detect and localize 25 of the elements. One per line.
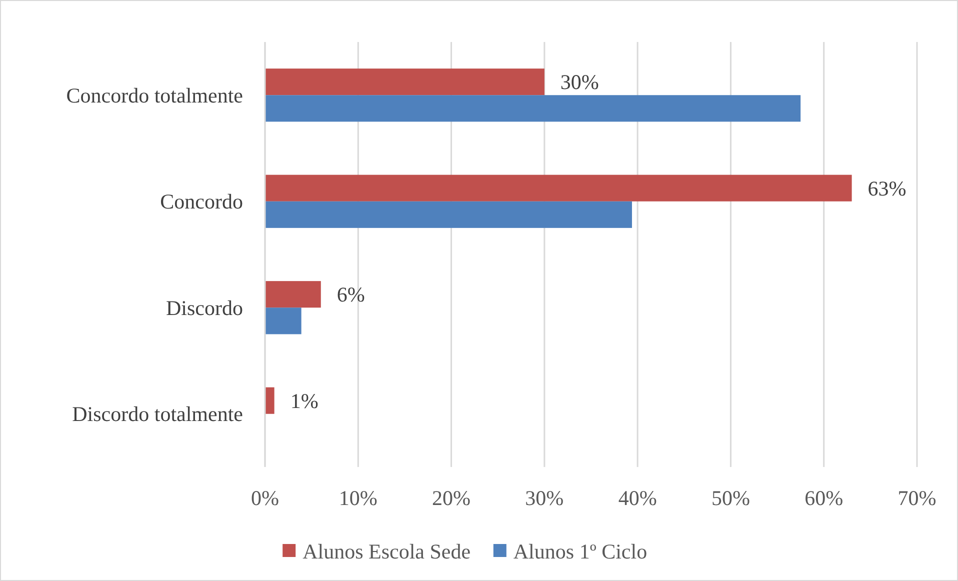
bar: [265, 201, 632, 228]
data-label: 1%: [290, 388, 318, 413]
y-tick-label: Concordo: [160, 190, 243, 214]
bar: [265, 95, 801, 122]
x-tick-label: 30%: [525, 486, 564, 510]
bar: [265, 387, 274, 414]
x-tick-label: 20%: [432, 486, 471, 510]
y-tick-label: Concordo totalmente: [66, 83, 243, 108]
data-label: 30%: [560, 70, 599, 94]
legend-label: Alunos 1º Ciclo: [513, 539, 648, 564]
legend-label: Alunos Escola Sede: [302, 539, 471, 564]
x-tick-label: 10%: [338, 486, 378, 510]
bar: [265, 281, 321, 308]
x-tick-label: 0%: [251, 486, 279, 510]
x-tick-label: 40%: [618, 486, 657, 510]
x-tick-label: 60%: [804, 486, 844, 510]
bar: [265, 308, 302, 334]
x-tick-label: 50%: [711, 486, 750, 510]
x-tick-label: 70%: [898, 486, 936, 510]
bar: [265, 68, 544, 96]
bar: [265, 174, 852, 202]
data-label: 63%: [868, 176, 906, 200]
y-tick-label: Discordo: [166, 296, 243, 320]
y-tick-label: Discordo totalmente: [72, 402, 243, 426]
data-label: 6%: [336, 282, 365, 307]
